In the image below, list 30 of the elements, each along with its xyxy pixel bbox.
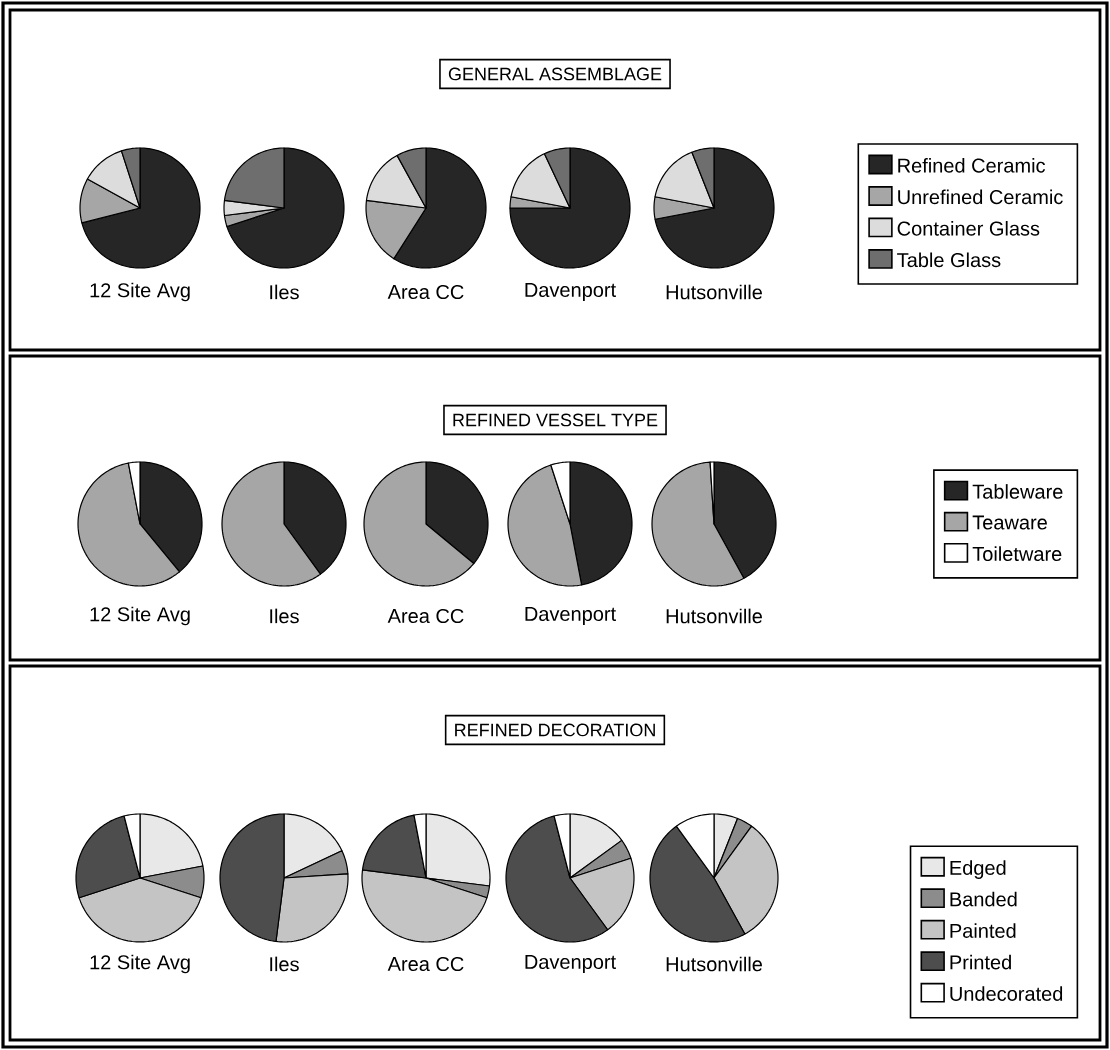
slice-label: 12 Site Avg <box>90 954 190 974</box>
slice-label: Hutsonville <box>666 608 762 624</box>
slice-label: Iles <box>270 956 299 972</box>
slice-label: Davenport <box>525 607 616 625</box>
slice-label: 12 Site Avg <box>90 282 190 302</box>
legend-label: Tableware <box>972 484 1063 499</box>
legend-label: Banded <box>950 891 1017 907</box>
slice-label: Area CC <box>387 284 464 300</box>
chart-title: REFINED DECORATION <box>455 723 655 737</box>
chart-title: REFINED VESSEL TYPE <box>453 413 658 427</box>
slice-label: 12 Site Avg <box>90 606 190 626</box>
chart-title: GENERAL ASSEMBLAGE <box>448 67 662 81</box>
legend-label: Toiletware <box>972 546 1062 562</box>
legend-label: Edged <box>950 860 1006 879</box>
legend-label: Table Glass <box>897 252 1001 268</box>
legend-label: Undecorated <box>950 986 1063 1001</box>
slice-label: Hutsonville <box>666 284 762 300</box>
slice-label: Area CC <box>387 608 464 624</box>
slice-label: Hutsonville <box>666 956 762 972</box>
legend-label: Teaware <box>972 515 1047 530</box>
slice-label: Area CC <box>387 956 464 972</box>
legend-label: Container Glass <box>897 220 1040 236</box>
legend-label: Painted <box>950 923 1016 938</box>
legend-label: Printed <box>950 954 1011 970</box>
legend-label: Refined Ceramic <box>898 158 1046 173</box>
legend-label: Unrefined Ceramic <box>898 189 1063 205</box>
slice-label: Davenport <box>525 955 616 973</box>
slice-label: Iles <box>270 284 299 300</box>
slice-label: Iles <box>270 608 299 624</box>
slice-label: Davenport <box>525 283 616 301</box>
